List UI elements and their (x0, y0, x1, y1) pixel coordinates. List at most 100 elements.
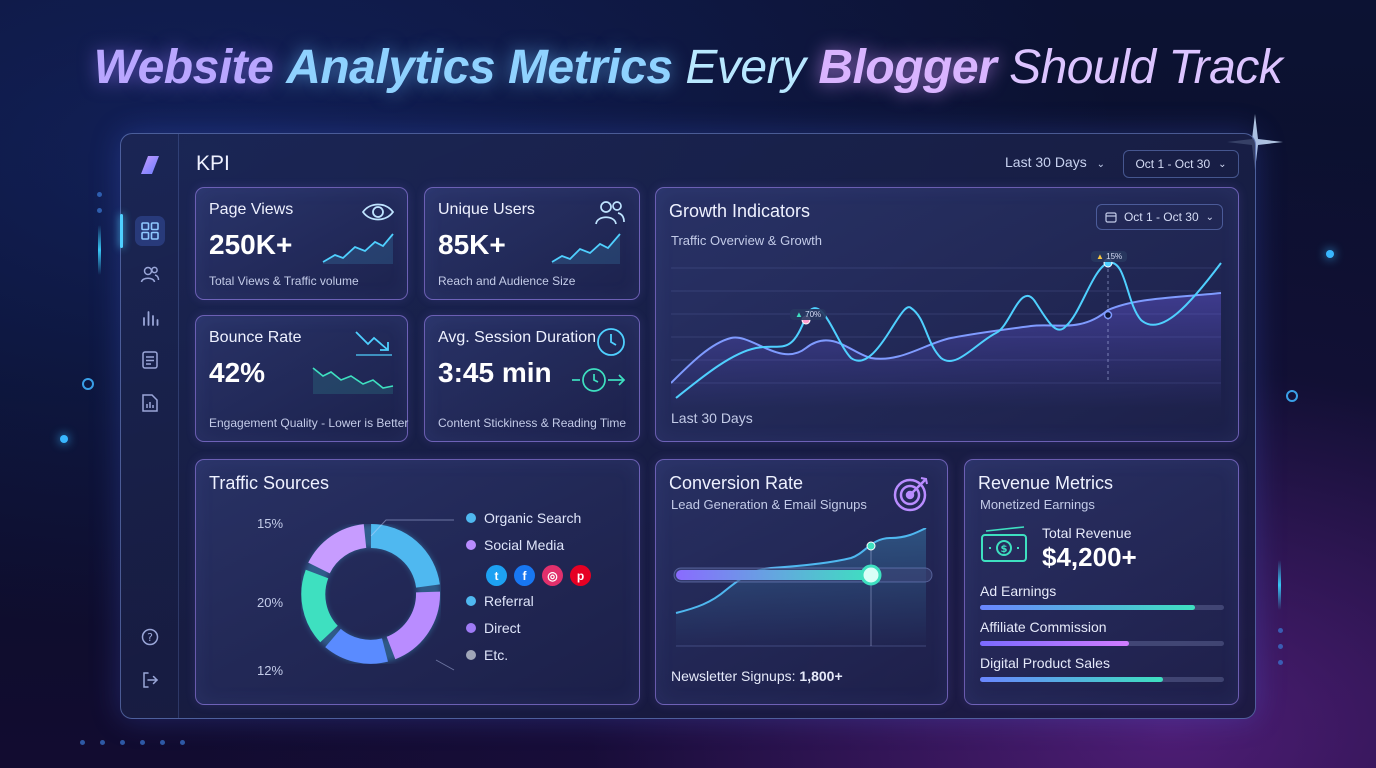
arrow-up-icon: ▲ (795, 310, 803, 319)
clock-arrow-icon (572, 368, 626, 392)
growth-footer: Last 30 Days (671, 410, 753, 426)
revenue-bar-track (980, 641, 1224, 646)
dashboard-window: ? KPI Last 30 Days ⌄ Oct 1 - Oct 30 ⌄ Pa… (120, 133, 1256, 719)
chevron-down-icon: ⌄ (1218, 158, 1227, 170)
money-icon: $ (981, 526, 1027, 562)
donut-segment (301, 569, 339, 643)
sidebar-active-indicator (120, 214, 123, 248)
card-subtitle: Content Stickiness & Reading Time (438, 416, 627, 430)
card-revenue-metrics[interactable]: Revenue Metrics Monetized Earnings $ Tot… (964, 459, 1239, 705)
sidebar-item-dashboard[interactable] (135, 216, 165, 246)
chart-annotation: ▲ 15% (1091, 251, 1128, 262)
logout-icon (143, 672, 159, 688)
legend-dot (466, 596, 476, 606)
users-icon (140, 266, 160, 283)
sidebar-item-content[interactable] (135, 345, 165, 375)
decor-dot (97, 208, 102, 213)
pinterest-icon[interactable]: p (570, 565, 591, 586)
card-title: Growth Indicators (669, 201, 811, 221)
svg-text:$: $ (1001, 544, 1008, 555)
legend-label: Organic Search (484, 510, 582, 526)
donut-segment (325, 628, 388, 664)
card-growth[interactable]: Growth Indicators Traffic Overview & Gro… (655, 187, 1239, 442)
card-conversion-rate[interactable]: Conversion Rate Lead Generation & Email … (655, 459, 948, 705)
legend-item[interactable]: Social Media (466, 537, 564, 553)
dashboard-icon (141, 222, 159, 240)
pct-label: 20% (257, 595, 284, 610)
donut-segment (308, 524, 367, 574)
conversion-slider-fill (676, 570, 871, 580)
decor-dot (1278, 628, 1283, 633)
card-subtitle: Total Views & Traffic volume (209, 274, 359, 288)
card-subtitle: Engagement Quality - Lower is Better (209, 416, 409, 430)
revenue-bar-fill (980, 641, 1129, 646)
revenue-bar-fill (980, 605, 1195, 610)
revenue-bar-label: Ad Earnings (980, 583, 1057, 599)
card-title: Page Views (209, 201, 294, 218)
conversion-chart (673, 528, 933, 648)
card-title: Bounce Rate (209, 329, 302, 346)
card-page-views[interactable]: Page Views 250K+ Total Views & Traffic v… (195, 187, 408, 300)
card-value: 42% (209, 357, 266, 388)
sidebar-item-reports[interactable] (135, 388, 165, 418)
clock-icon (597, 328, 625, 356)
trend-down-icon (355, 331, 392, 356)
legend-item[interactable]: Referral (466, 593, 534, 609)
decor-dot (140, 740, 145, 745)
sparkline (312, 367, 394, 394)
chart-annotation-label: 15% (1106, 252, 1123, 261)
instagram-icon[interactable]: ◎ (542, 565, 563, 586)
chevron-down-icon: ⌄ (1205, 211, 1215, 223)
range-select[interactable]: Last 30 Days ⌄ (1005, 154, 1105, 170)
users-icon (595, 201, 625, 225)
decor-dot (1278, 660, 1283, 665)
sidebar-item-logout[interactable] (135, 665, 165, 695)
chevron-down-icon: ⌄ (1096, 159, 1105, 170)
legend-item[interactable]: Organic Search (466, 510, 581, 526)
newsletter-footer: Newsletter Signups: 1,800+ (671, 668, 843, 684)
donut-segment (386, 591, 441, 660)
legend-item[interactable]: Etc. (466, 647, 508, 663)
decor-dot (1278, 644, 1283, 649)
revenue-bar-track (980, 677, 1224, 682)
card-session-duration[interactable]: Avg. Session Duration 3:45 min Content S… (424, 315, 640, 442)
decor-dot (1326, 250, 1334, 258)
newsletter-value: 1,800+ (799, 668, 843, 684)
revenue-bar-label: Affiliate Commission (980, 619, 1107, 635)
conversion-slider-handle[interactable] (860, 564, 882, 586)
date-range-picker[interactable]: Oct 1 - Oct 30 ⌄ (1123, 150, 1239, 178)
decor-dot (180, 740, 185, 745)
decor-dot (60, 435, 68, 443)
card-title: Conversion Rate (669, 473, 804, 493)
sparkline (551, 233, 621, 264)
card-value: 85K+ (438, 229, 506, 260)
legend-dot (466, 513, 476, 523)
page-headline: Website Analytics Metrics Every Blogger … (0, 40, 1376, 95)
card-title: Avg. Session Duration (438, 329, 597, 346)
legend-label: Direct (484, 620, 521, 636)
chart-marker (1103, 310, 1113, 320)
decor-dot (160, 740, 165, 745)
card-subtitle: Reach and Audience Size (438, 274, 576, 288)
target-icon (893, 477, 928, 512)
social-icons: t f ◎ p (486, 565, 591, 586)
sidebar-item-users[interactable] (135, 259, 165, 289)
decor-dot (100, 740, 105, 745)
facebook-icon[interactable]: f (514, 565, 535, 586)
card-bounce-rate[interactable]: Bounce Rate 42% Engagement Quality - Low… (195, 315, 408, 442)
card-subtitle: Lead Generation & Email Signups (671, 497, 867, 512)
card-unique-users[interactable]: Unique Users 85K+ Reach and Audience Siz… (424, 187, 640, 300)
newsletter-label: Newsletter Signups: (671, 668, 796, 684)
legend-label: Etc. (484, 647, 509, 663)
series-line-2 (675, 261, 1222, 399)
sidebar-item-help[interactable]: ? (135, 622, 165, 652)
growth-date-label: Oct 1 - Oct 30 (1123, 210, 1199, 224)
growth-chart (671, 258, 1222, 408)
twitter-icon[interactable]: t (486, 565, 507, 586)
decor-ring (82, 378, 94, 390)
legend-item[interactable]: Direct (466, 620, 521, 636)
decor-dot (80, 740, 85, 745)
card-traffic-sources[interactable]: Traffic Sources 15% 20% 12% Organic S (195, 459, 640, 705)
sidebar-item-analytics[interactable] (135, 302, 165, 332)
growth-date-picker[interactable]: Oct 1 - Oct 30 ⌄ (1096, 204, 1223, 230)
